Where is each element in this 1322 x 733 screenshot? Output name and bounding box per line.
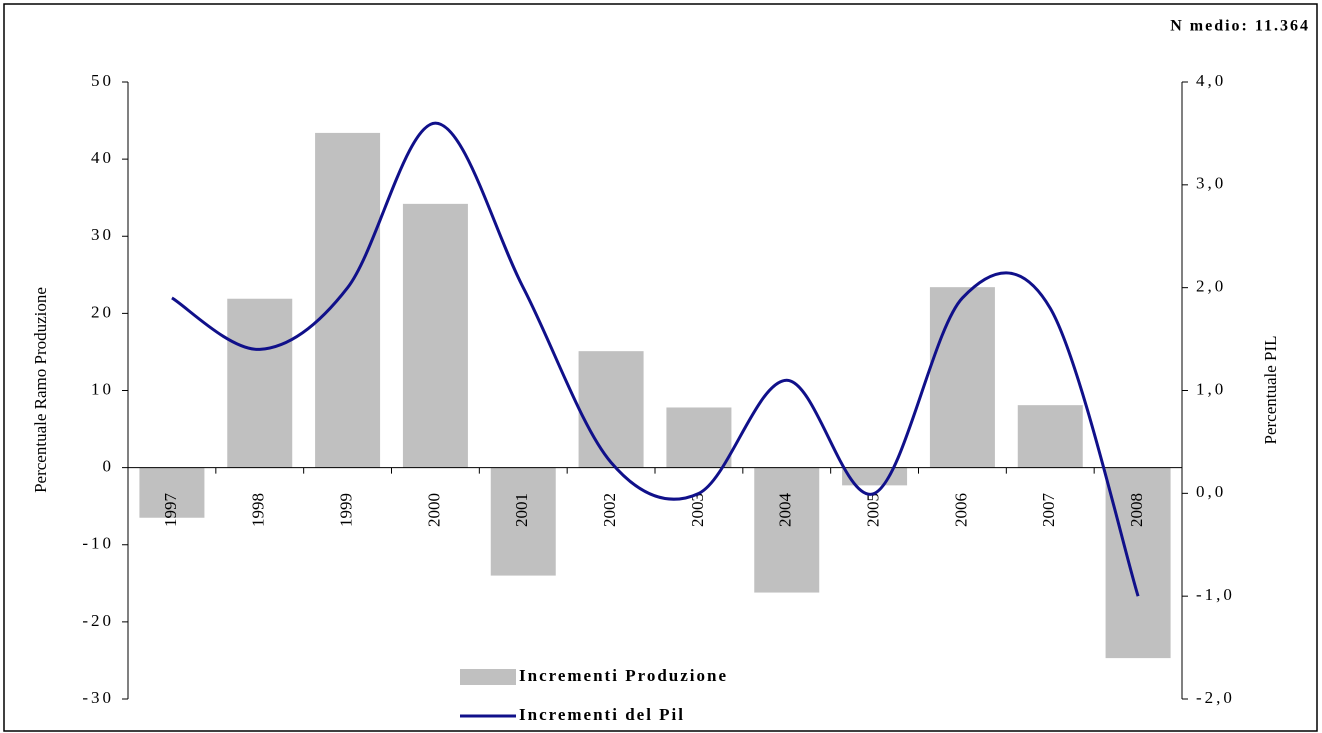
line	[171, 121, 1140, 597]
y-tick-label: -10	[82, 534, 114, 553]
x-tick-label: 1998	[249, 493, 268, 527]
y-tick-label: 20	[91, 302, 114, 321]
bar	[754, 467, 820, 593]
bar	[1105, 467, 1171, 659]
x-tick-label: 2008	[1127, 493, 1146, 527]
bar	[402, 203, 468, 468]
y2-tick-label: -1,0	[1196, 585, 1235, 604]
x-tick-label: 2006	[951, 493, 970, 527]
bar	[1017, 405, 1083, 468]
bar	[666, 407, 732, 468]
y2-tick-label: 4,0	[1196, 71, 1226, 90]
chart-frame	[3, 3, 1318, 732]
x-tick-label: 2000	[424, 493, 443, 527]
bar	[227, 298, 293, 468]
y-tick-label: 0	[103, 457, 115, 476]
y2-tick-label: 2,0	[1196, 277, 1226, 296]
x-tick-label: 2007	[1039, 493, 1058, 528]
y2-axis-label: Percentuale PIL	[1261, 335, 1280, 444]
y-tick-label: -30	[82, 688, 114, 707]
annotation: N medio: 11.364	[1170, 18, 1310, 35]
legend-label: Incrementi del Pil	[519, 705, 685, 724]
bar	[929, 287, 995, 468]
y-tick-label: 40	[91, 148, 114, 167]
y-tick-label: 50	[91, 71, 114, 90]
x-tick-label: 2003	[688, 493, 707, 527]
x-tick-label: 2005	[863, 493, 882, 527]
x-tick-label: 1999	[336, 493, 355, 527]
x-tick-label: 2002	[600, 493, 619, 527]
y-tick-label: 30	[91, 225, 114, 244]
y2-tick-label: 0,0	[1196, 482, 1226, 501]
y-tick-label: 10	[91, 379, 114, 398]
legend-label: Incrementi Produzione	[519, 666, 728, 685]
bar	[578, 351, 644, 468]
x-tick-label: 2001	[512, 493, 531, 527]
x-tick-label: 1997	[161, 493, 180, 528]
y2-tick-label: 3,0	[1196, 174, 1226, 193]
bar	[490, 467, 556, 576]
legend-swatch	[460, 669, 516, 685]
y2-tick-label: 1,0	[1196, 379, 1226, 398]
y-tick-label: -20	[82, 611, 114, 630]
bar	[139, 467, 205, 518]
y-axis-label: Percentuale Ramo Produzione	[31, 287, 50, 493]
y2-tick-label: -2,0	[1196, 688, 1235, 707]
bar	[315, 132, 381, 468]
x-tick-label: 2004	[776, 493, 795, 528]
